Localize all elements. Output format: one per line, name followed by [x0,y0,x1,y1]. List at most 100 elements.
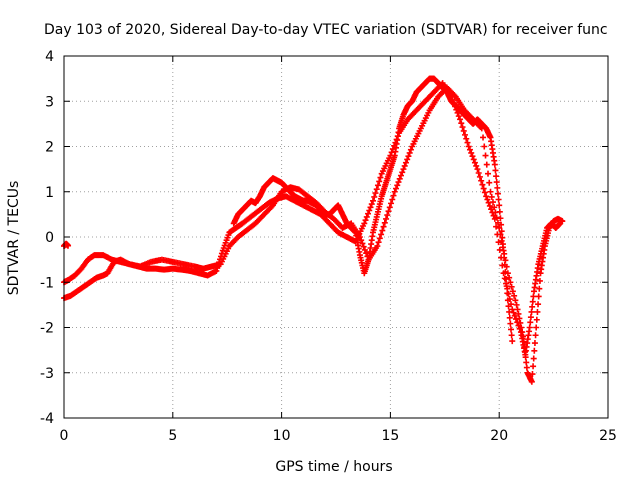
data-point [373,186,380,193]
data-point [396,175,403,182]
data-point [361,220,368,227]
data-point [518,324,525,331]
data-point [375,239,382,246]
data-point [484,196,491,203]
data-point [390,192,397,199]
data-point [503,276,510,283]
data-point [535,301,542,308]
data-point [502,268,509,275]
data-point [536,285,543,292]
data-point [529,298,536,305]
data-point [498,221,505,228]
data-point [376,235,383,242]
data-point [458,120,465,127]
data-point [511,292,518,299]
data-point [508,326,515,333]
data-point [394,182,401,189]
data-point [65,242,72,249]
data-point [490,212,497,219]
data-series [61,75,566,385]
data-point [480,185,487,192]
data-point [397,172,404,179]
data-point [213,267,220,274]
data-point [363,250,370,257]
data-point [508,332,515,339]
data-point [496,208,503,215]
data-point [493,179,500,186]
data-point [384,212,391,219]
data-point [529,303,536,310]
data-point [482,152,489,159]
data-point [406,149,413,156]
data-point [359,240,366,247]
data-point [487,188,494,195]
data-point [481,189,488,196]
data-point [506,314,513,321]
data-point [531,347,538,354]
grid-lines [64,56,608,418]
data-point [503,283,510,290]
data-point [533,324,540,331]
data-point [377,174,384,181]
data-point [457,116,464,123]
data-point [509,338,516,345]
data-point [383,215,390,222]
data-point [506,308,513,315]
y-axis-label: SDTVAR / TECUs [6,181,22,296]
data-point [522,349,529,356]
data-point [470,156,477,163]
data-point [504,297,511,304]
data-point [500,247,507,254]
data-point [460,127,467,134]
data-point [498,228,505,235]
data-point [399,169,406,176]
data-point [506,274,513,281]
y-tick-label: 0 [45,230,54,246]
data-point [535,293,542,300]
y-tick-label: 1 [45,185,54,201]
data-point [493,223,500,230]
data-point [494,190,501,197]
data-point [496,202,503,209]
data-point [530,355,537,362]
data-point [366,207,373,214]
data-point [455,113,462,120]
data-point [494,219,501,226]
data-point [491,161,498,168]
data-point [495,196,502,203]
data-point [365,210,372,217]
data-point [509,288,516,295]
data-point [520,338,527,345]
data-point [497,215,504,222]
data-point [360,243,367,250]
data-point [514,306,521,313]
y-tick-label: 3 [45,94,54,110]
data-point [504,290,511,297]
data-point [401,162,408,169]
x-axis-label: GPS time / hours [275,459,392,475]
data-point [501,254,508,261]
data-point [491,204,498,211]
data-point [391,188,398,195]
axis-ticks: 0 5 10 15 20 25 -4 -3 -2 -1 0 1 2 3 4 [40,49,617,444]
data-point [356,234,363,240]
data-point [507,320,514,327]
data-point [515,310,522,317]
data-point [468,149,475,156]
data-point [507,279,514,286]
y-tick-label: 2 [45,140,54,156]
data-point [523,364,530,371]
data-point [522,354,529,361]
data-point [405,153,412,160]
data-point [532,332,539,339]
data-point [526,324,533,331]
data-point [509,306,516,313]
data-point [395,179,402,186]
data-point [486,179,493,186]
data-point [488,193,495,200]
data-point [489,199,496,206]
y-tick-label: -3 [40,366,54,382]
data-point [495,239,502,246]
